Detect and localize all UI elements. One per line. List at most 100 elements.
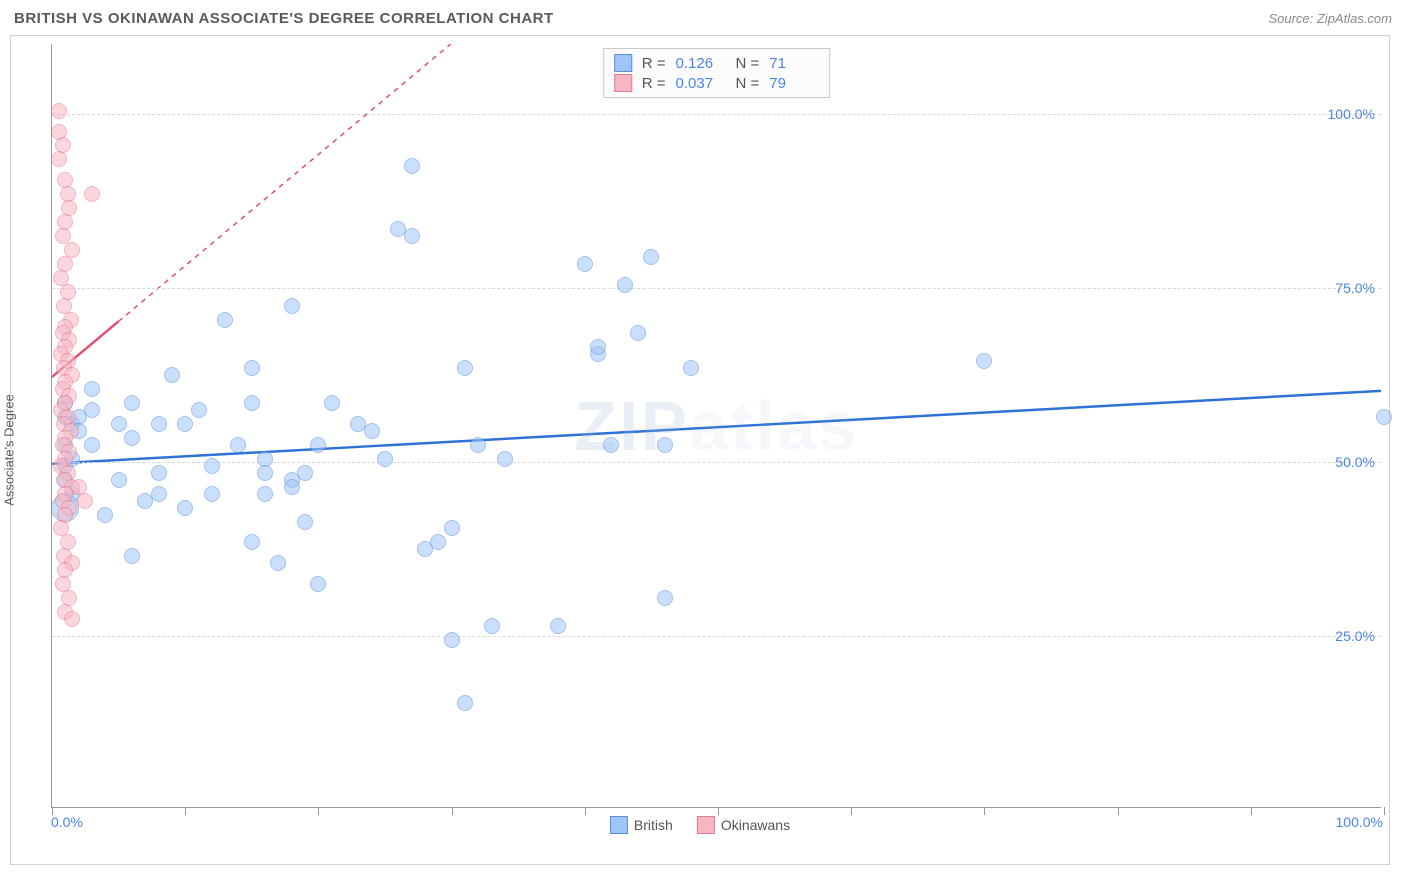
data-point — [111, 416, 127, 432]
legend-swatch — [697, 816, 715, 834]
data-point — [470, 437, 486, 453]
data-point — [270, 555, 286, 571]
source-prefix: Source: — [1268, 11, 1316, 26]
x-tick — [1251, 807, 1252, 815]
data-point — [310, 437, 326, 453]
y-tick-label: 25.0% — [1335, 628, 1375, 644]
data-point — [84, 186, 100, 202]
data-point — [630, 325, 646, 341]
data-point — [284, 298, 300, 314]
data-point — [151, 465, 167, 481]
n-value: 71 — [769, 55, 819, 72]
data-point — [257, 465, 273, 481]
source-credit: Source: ZipAtlas.com — [1268, 11, 1392, 26]
stats-legend-box: R =0.126N =71R =0.037N =79 — [603, 48, 831, 98]
data-point — [603, 437, 619, 453]
gridline — [52, 288, 1381, 289]
data-point — [430, 534, 446, 550]
data-point — [77, 493, 93, 509]
data-point — [457, 360, 473, 376]
source-name: ZipAtlas.com — [1317, 11, 1392, 26]
n-label: N = — [736, 75, 760, 92]
stats-row: R =0.126N =71 — [614, 53, 820, 73]
x-tick-label: 100.0% — [1336, 814, 1383, 830]
data-point — [164, 367, 180, 383]
data-point — [257, 486, 273, 502]
gridline — [52, 636, 1381, 637]
data-point — [51, 103, 67, 119]
data-point — [657, 590, 673, 606]
data-point — [111, 472, 127, 488]
data-point — [643, 249, 659, 265]
y-tick-label: 75.0% — [1335, 280, 1375, 296]
x-tick — [185, 807, 186, 815]
data-point — [84, 402, 100, 418]
data-point — [444, 632, 460, 648]
data-point — [124, 430, 140, 446]
data-point — [244, 395, 260, 411]
r-label: R = — [642, 55, 666, 72]
stats-row: R = 0.037 N = 79 — [614, 73, 820, 93]
data-point — [497, 451, 513, 467]
data-point — [310, 576, 326, 592]
legend-label: Okinawans — [721, 817, 790, 833]
chart-frame: Associate's Degree ZIPatlas R =0.126N =7… — [10, 35, 1390, 865]
data-point — [404, 158, 420, 174]
data-point — [364, 423, 380, 439]
r-label: R = — [642, 75, 666, 92]
data-point — [1376, 409, 1392, 425]
legend-label: British — [634, 817, 673, 833]
plot-area: ZIPatlas R =0.126N =71R =0.037N =79 25.0… — [51, 44, 1381, 808]
trend-lines-svg — [52, 44, 1381, 807]
r-value: 0.037 — [676, 75, 726, 92]
data-point — [377, 451, 393, 467]
watermark: ZIPatlas — [574, 386, 858, 466]
data-point — [550, 618, 566, 634]
legend-swatch — [614, 74, 632, 92]
data-point — [217, 312, 233, 328]
legend-item: Okinawans — [697, 816, 790, 834]
n-value: 79 — [769, 75, 819, 92]
data-point — [976, 353, 992, 369]
data-point — [84, 381, 100, 397]
data-point — [204, 486, 220, 502]
x-tick — [984, 807, 985, 815]
n-label: N = — [736, 55, 760, 72]
data-point — [151, 486, 167, 502]
data-point — [177, 416, 193, 432]
legend-swatch — [610, 816, 628, 834]
trend-line-extension — [118, 44, 450, 321]
data-point — [284, 479, 300, 495]
data-point — [404, 228, 420, 244]
data-point — [590, 339, 606, 355]
x-tick — [1384, 807, 1385, 815]
data-point — [97, 507, 113, 523]
gridline — [52, 114, 1381, 115]
watermark-bold: ZIP — [574, 387, 689, 465]
chart-header: BRITISH VS OKINAWAN ASSOCIATE'S DEGREE C… — [10, 10, 1396, 35]
bottom-legend: British Okinawans — [610, 816, 790, 834]
data-point — [244, 360, 260, 376]
x-tick — [1118, 807, 1119, 815]
x-tick — [452, 807, 453, 815]
data-point — [244, 534, 260, 550]
x-tick — [585, 807, 586, 815]
data-point — [484, 618, 500, 634]
data-point — [177, 500, 193, 516]
chart-title: BRITISH VS OKINAWAN ASSOCIATE'S DEGREE C… — [14, 10, 554, 27]
data-point — [84, 437, 100, 453]
data-point — [55, 137, 71, 153]
data-point — [297, 465, 313, 481]
chart-container: BRITISH VS OKINAWAN ASSOCIATE'S DEGREE C… — [10, 10, 1396, 882]
data-point — [124, 548, 140, 564]
data-point — [297, 514, 313, 530]
data-point — [124, 395, 140, 411]
x-tick — [718, 807, 719, 815]
data-point — [444, 520, 460, 536]
gridline — [52, 462, 1381, 463]
data-point — [324, 395, 340, 411]
data-point — [230, 437, 246, 453]
data-point — [204, 458, 220, 474]
data-point — [617, 277, 633, 293]
data-point — [457, 695, 473, 711]
